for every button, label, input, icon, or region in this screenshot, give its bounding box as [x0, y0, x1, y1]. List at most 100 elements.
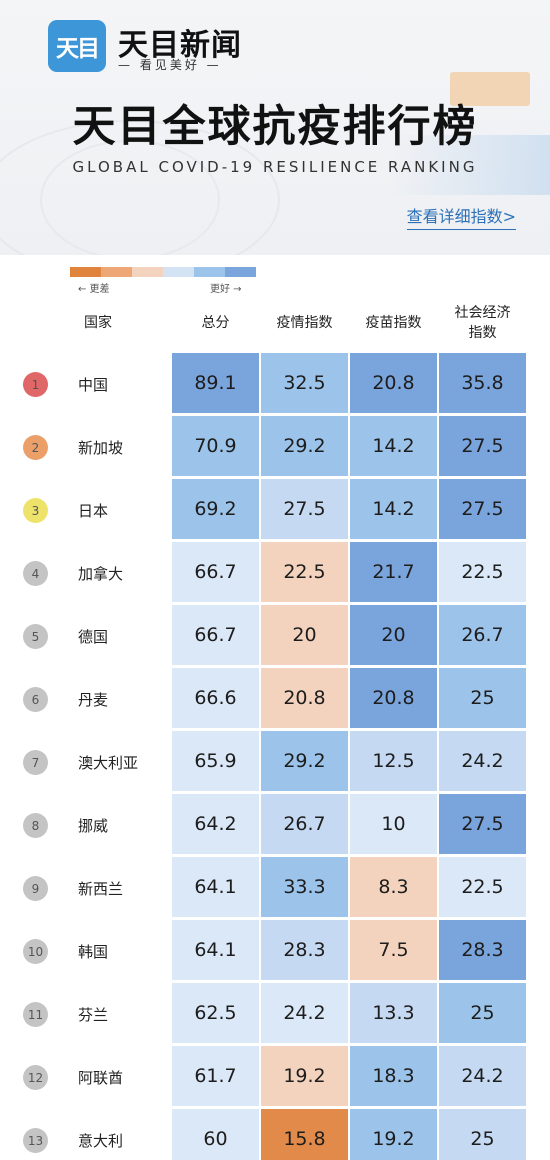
- brand-slogan: — 看见美好 —: [118, 58, 222, 72]
- table-row: 11 芬兰 62.5 24.2 13.3 25: [0, 983, 550, 1046]
- cell-economy: 25: [439, 1109, 526, 1160]
- cell-total: 69.2: [172, 479, 259, 539]
- cell-vaccine: 21.7: [350, 542, 437, 602]
- cell-economy: 26.7: [439, 605, 526, 665]
- cell-total: 66.7: [172, 542, 259, 602]
- cell-total: 89.1: [172, 353, 259, 413]
- country-name: 芬兰: [78, 1006, 109, 1024]
- country-name: 新加坡: [78, 439, 124, 457]
- rank-badge: 3: [23, 498, 48, 523]
- brand-logo-icon: 天目: [48, 20, 106, 72]
- rank-badge: 9: [23, 876, 48, 901]
- country-name: 日本: [78, 502, 109, 520]
- country-name: 意大利: [78, 1132, 124, 1150]
- legend-swatch: [101, 267, 132, 277]
- table-row: 9 新西兰 64.1 33.3 8.3 22.5: [0, 857, 550, 920]
- cell-epidemic: 15.8: [261, 1109, 348, 1160]
- cell-epidemic: 29.2: [261, 416, 348, 476]
- cell-vaccine: 14.2: [350, 479, 437, 539]
- cell-total: 61.7: [172, 1046, 259, 1106]
- cell-total: 66.6: [172, 668, 259, 728]
- cell-epidemic: 26.7: [261, 794, 348, 854]
- cell-epidemic: 22.5: [261, 542, 348, 602]
- table-row: 1 中国 89.1 32.5 20.8 35.8: [0, 353, 550, 416]
- country-name: 加拿大: [78, 565, 124, 583]
- table-row: 10 韩国 64.1 28.3 7.5 28.3: [0, 920, 550, 983]
- legend-swatch: [70, 267, 101, 277]
- table-row: 2 新加坡 70.9 29.2 14.2 27.5: [0, 416, 550, 479]
- page-title: 天目全球抗疫排行榜: [72, 102, 478, 152]
- legend-swatch: [194, 267, 225, 277]
- rank-badge: 8: [23, 813, 48, 838]
- rank-badge: 10: [23, 939, 48, 964]
- table-row: 5 德国 66.7 20 20 26.7: [0, 605, 550, 668]
- table-row: 7 澳大利亚 65.9 29.2 12.5 24.2: [0, 731, 550, 794]
- cell-vaccine: 20.8: [350, 668, 437, 728]
- cell-vaccine: 20.8: [350, 353, 437, 413]
- cell-total: 65.9: [172, 731, 259, 791]
- table-row: 12 阿联酋 61.7 19.2 18.3 24.2: [0, 1046, 550, 1109]
- cell-economy: 27.5: [439, 416, 526, 476]
- cell-total: 66.7: [172, 605, 259, 665]
- legend-swatch: [225, 267, 256, 277]
- view-details-link[interactable]: 查看详细指数>: [406, 203, 516, 230]
- country-name: 德国: [78, 628, 109, 646]
- table-row: 4 加拿大 66.7 22.5 21.7 22.5: [0, 542, 550, 605]
- column-header-country: 国家: [84, 315, 112, 331]
- country-name: 挪威: [78, 817, 109, 835]
- cell-economy: 25: [439, 983, 526, 1043]
- cell-vaccine: 10: [350, 794, 437, 854]
- legend-better-label: 更好 →: [210, 284, 242, 295]
- cell-total: 64.2: [172, 794, 259, 854]
- rank-badge: 6: [23, 687, 48, 712]
- cell-epidemic: 24.2: [261, 983, 348, 1043]
- cell-vaccine: 7.5: [350, 920, 437, 980]
- cell-economy: 22.5: [439, 542, 526, 602]
- cell-epidemic: 20: [261, 605, 348, 665]
- legend-worse-label: ← 更差: [78, 284, 110, 295]
- rank-badge: 5: [23, 624, 48, 649]
- column-header-economy: 社会经济 指数: [454, 305, 511, 341]
- cell-economy: 22.5: [439, 857, 526, 917]
- cell-epidemic: 28.3: [261, 920, 348, 980]
- cell-epidemic: 32.5: [261, 353, 348, 413]
- cell-economy: 28.3: [439, 920, 526, 980]
- rank-badge: 2: [23, 435, 48, 460]
- cell-total: 60: [172, 1109, 259, 1160]
- table-row: 8 挪威 64.2 26.7 10 27.5: [0, 794, 550, 857]
- cell-economy: 27.5: [439, 794, 526, 854]
- cell-total: 64.1: [172, 920, 259, 980]
- column-header-total: 总分: [201, 315, 230, 331]
- rank-badge: 12: [23, 1065, 48, 1090]
- page-subtitle: GLOBAL COVID-19 RESILIENCE RANKING: [72, 158, 478, 176]
- cell-vaccine: 18.3: [350, 1046, 437, 1106]
- cell-epidemic: 20.8: [261, 668, 348, 728]
- country-name: 中国: [78, 376, 109, 394]
- cell-epidemic: 19.2: [261, 1046, 348, 1106]
- cell-vaccine: 20: [350, 605, 437, 665]
- cell-epidemic: 27.5: [261, 479, 348, 539]
- country-name: 澳大利亚: [78, 754, 139, 772]
- column-header-vaccine: 疫苗指数: [365, 315, 422, 331]
- cell-economy: 25: [439, 668, 526, 728]
- cell-vaccine: 14.2: [350, 416, 437, 476]
- cell-epidemic: 33.3: [261, 857, 348, 917]
- color-scale-legend: [70, 267, 256, 277]
- cell-vaccine: 13.3: [350, 983, 437, 1043]
- country-name: 丹麦: [78, 691, 109, 709]
- rank-badge: 4: [23, 561, 48, 586]
- header-banner: 天目 天目新闻 — 看见美好 — 天目全球抗疫排行榜 GLOBAL COVID-…: [0, 0, 550, 255]
- column-header-epidemic: 疫情指数: [276, 315, 333, 331]
- brand-logo-text: 天目: [56, 36, 100, 62]
- cell-economy: 27.5: [439, 479, 526, 539]
- decorative-orange-block: [450, 72, 530, 106]
- cell-economy: 35.8: [439, 353, 526, 413]
- cell-vaccine: 8.3: [350, 857, 437, 917]
- cell-epidemic: 29.2: [261, 731, 348, 791]
- table-row: 13 意大利 60 15.8 19.2 25: [0, 1109, 550, 1160]
- rank-badge: 13: [23, 1128, 48, 1153]
- cell-economy: 24.2: [439, 1046, 526, 1106]
- cell-vaccine: 19.2: [350, 1109, 437, 1160]
- rank-badge: 11: [23, 1002, 48, 1027]
- country-name: 阿联酋: [78, 1069, 124, 1087]
